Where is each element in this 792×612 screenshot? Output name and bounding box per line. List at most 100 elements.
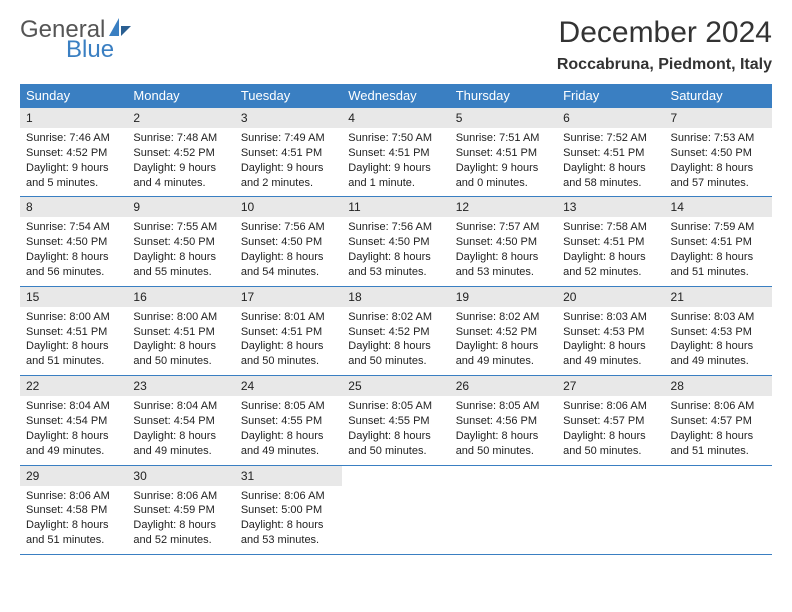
day-number: 4 [342, 108, 449, 128]
calendar-cell: 27Sunrise: 8:06 AMSunset: 4:57 PMDayligh… [557, 376, 664, 465]
sunset-line: Sunset: 4:53 PM [563, 325, 658, 340]
sunrise-line: Sunrise: 7:58 AM [563, 220, 658, 235]
day-number: 21 [665, 287, 772, 307]
day-number: 8 [20, 197, 127, 217]
day-details: Sunrise: 8:00 AMSunset: 4:51 PMDaylight:… [20, 307, 127, 375]
day-details: Sunrise: 7:51 AMSunset: 4:51 PMDaylight:… [450, 128, 557, 196]
day-details: Sunrise: 7:53 AMSunset: 4:50 PMDaylight:… [665, 128, 772, 196]
sunrise-line: Sunrise: 8:04 AM [133, 399, 228, 414]
dow-thursday: Thursday [450, 84, 557, 108]
sunrise-line: Sunrise: 7:48 AM [133, 131, 228, 146]
calendar-cell: 3Sunrise: 7:49 AMSunset: 4:51 PMDaylight… [235, 108, 342, 197]
dow-tuesday: Tuesday [235, 84, 342, 108]
calendar-cell: 2Sunrise: 7:48 AMSunset: 4:52 PMDaylight… [127, 108, 234, 197]
sunrise-line: Sunrise: 7:51 AM [456, 131, 551, 146]
day-details: Sunrise: 8:02 AMSunset: 4:52 PMDaylight:… [342, 307, 449, 375]
sunrise-line: Sunrise: 8:02 AM [456, 310, 551, 325]
daylight-line: Daylight: 8 hours and 52 minutes. [563, 250, 658, 280]
daylight-line: Daylight: 8 hours and 50 minutes. [456, 429, 551, 459]
day-details: Sunrise: 7:55 AMSunset: 4:50 PMDaylight:… [127, 217, 234, 285]
daylight-line: Daylight: 8 hours and 49 minutes. [133, 429, 228, 459]
sunset-line: Sunset: 4:55 PM [348, 414, 443, 429]
sunrise-line: Sunrise: 7:53 AM [671, 131, 766, 146]
day-details: Sunrise: 8:01 AMSunset: 4:51 PMDaylight:… [235, 307, 342, 375]
location-subtitle: Roccabruna, Piedmont, Italy [557, 56, 772, 74]
day-details: Sunrise: 8:06 AMSunset: 4:58 PMDaylight:… [20, 486, 127, 554]
day-number: 15 [20, 287, 127, 307]
sunset-line: Sunset: 4:55 PM [241, 414, 336, 429]
day-details: Sunrise: 7:59 AMSunset: 4:51 PMDaylight:… [665, 217, 772, 285]
day-number: 31 [235, 466, 342, 486]
daylight-line: Daylight: 8 hours and 52 minutes. [133, 518, 228, 548]
day-details: Sunrise: 7:52 AMSunset: 4:51 PMDaylight:… [557, 128, 664, 196]
sunset-line: Sunset: 4:50 PM [456, 235, 551, 250]
calendar-cell: 17Sunrise: 8:01 AMSunset: 4:51 PMDayligh… [235, 286, 342, 375]
calendar-cell: 25Sunrise: 8:05 AMSunset: 4:55 PMDayligh… [342, 376, 449, 465]
calendar-cell [342, 465, 449, 554]
calendar-week: 8Sunrise: 7:54 AMSunset: 4:50 PMDaylight… [20, 197, 772, 286]
day-details: Sunrise: 8:06 AMSunset: 4:57 PMDaylight:… [665, 396, 772, 464]
day-number: 9 [127, 197, 234, 217]
sunset-line: Sunset: 5:00 PM [241, 503, 336, 518]
daylight-line: Daylight: 9 hours and 5 minutes. [26, 161, 121, 191]
calendar-cell: 24Sunrise: 8:05 AMSunset: 4:55 PMDayligh… [235, 376, 342, 465]
sunrise-line: Sunrise: 8:01 AM [241, 310, 336, 325]
sunrise-line: Sunrise: 7:52 AM [563, 131, 658, 146]
day-number: 29 [20, 466, 127, 486]
dow-monday: Monday [127, 84, 234, 108]
sunset-line: Sunset: 4:51 PM [26, 325, 121, 340]
calendar-cell: 12Sunrise: 7:57 AMSunset: 4:50 PMDayligh… [450, 197, 557, 286]
sunset-line: Sunset: 4:56 PM [456, 414, 551, 429]
day-number: 5 [450, 108, 557, 128]
daylight-line: Daylight: 8 hours and 49 minutes. [26, 429, 121, 459]
day-details: Sunrise: 7:57 AMSunset: 4:50 PMDaylight:… [450, 217, 557, 285]
day-number: 28 [665, 376, 772, 396]
calendar-cell: 22Sunrise: 8:04 AMSunset: 4:54 PMDayligh… [20, 376, 127, 465]
sunset-line: Sunset: 4:51 PM [133, 325, 228, 340]
daylight-line: Daylight: 8 hours and 50 minutes. [133, 339, 228, 369]
sunset-line: Sunset: 4:52 PM [26, 146, 121, 161]
sunrise-line: Sunrise: 7:55 AM [133, 220, 228, 235]
day-details: Sunrise: 8:00 AMSunset: 4:51 PMDaylight:… [127, 307, 234, 375]
sunrise-line: Sunrise: 8:00 AM [133, 310, 228, 325]
day-details: Sunrise: 7:58 AMSunset: 4:51 PMDaylight:… [557, 217, 664, 285]
sunrise-line: Sunrise: 8:00 AM [26, 310, 121, 325]
day-number: 13 [557, 197, 664, 217]
calendar-cell: 28Sunrise: 8:06 AMSunset: 4:57 PMDayligh… [665, 376, 772, 465]
day-details: Sunrise: 8:05 AMSunset: 4:55 PMDaylight:… [235, 396, 342, 464]
sunset-line: Sunset: 4:54 PM [26, 414, 121, 429]
sunrise-line: Sunrise: 8:06 AM [133, 489, 228, 504]
day-details: Sunrise: 7:56 AMSunset: 4:50 PMDaylight:… [342, 217, 449, 285]
sunrise-line: Sunrise: 8:06 AM [671, 399, 766, 414]
page-title: December 2024 [557, 16, 772, 50]
title-block: December 2024 Roccabruna, Piedmont, Ital… [557, 16, 772, 74]
day-number: 1 [20, 108, 127, 128]
calendar-cell: 30Sunrise: 8:06 AMSunset: 4:59 PMDayligh… [127, 465, 234, 554]
day-details: Sunrise: 8:05 AMSunset: 4:55 PMDaylight:… [342, 396, 449, 464]
sunset-line: Sunset: 4:53 PM [671, 325, 766, 340]
sunset-line: Sunset: 4:59 PM [133, 503, 228, 518]
day-number: 6 [557, 108, 664, 128]
sunrise-line: Sunrise: 7:49 AM [241, 131, 336, 146]
sunset-line: Sunset: 4:54 PM [133, 414, 228, 429]
sunrise-line: Sunrise: 7:57 AM [456, 220, 551, 235]
day-details: Sunrise: 8:04 AMSunset: 4:54 PMDaylight:… [127, 396, 234, 464]
day-number: 20 [557, 287, 664, 307]
calendar-cell: 21Sunrise: 8:03 AMSunset: 4:53 PMDayligh… [665, 286, 772, 375]
daylight-line: Daylight: 8 hours and 57 minutes. [671, 161, 766, 191]
daylight-line: Daylight: 8 hours and 51 minutes. [671, 429, 766, 459]
sunset-line: Sunset: 4:57 PM [671, 414, 766, 429]
daylight-line: Daylight: 8 hours and 50 minutes. [348, 429, 443, 459]
sunrise-line: Sunrise: 8:03 AM [671, 310, 766, 325]
sunrise-line: Sunrise: 8:04 AM [26, 399, 121, 414]
sunrise-line: Sunrise: 7:46 AM [26, 131, 121, 146]
calendar-cell: 10Sunrise: 7:56 AMSunset: 4:50 PMDayligh… [235, 197, 342, 286]
calendar-cell: 29Sunrise: 8:06 AMSunset: 4:58 PMDayligh… [20, 465, 127, 554]
calendar-cell: 4Sunrise: 7:50 AMSunset: 4:51 PMDaylight… [342, 108, 449, 197]
daylight-line: Daylight: 8 hours and 49 minutes. [456, 339, 551, 369]
daylight-line: Daylight: 8 hours and 49 minutes. [563, 339, 658, 369]
sunset-line: Sunset: 4:51 PM [563, 146, 658, 161]
sunset-line: Sunset: 4:57 PM [563, 414, 658, 429]
daylight-line: Daylight: 8 hours and 53 minutes. [348, 250, 443, 280]
sunrise-line: Sunrise: 8:06 AM [241, 489, 336, 504]
